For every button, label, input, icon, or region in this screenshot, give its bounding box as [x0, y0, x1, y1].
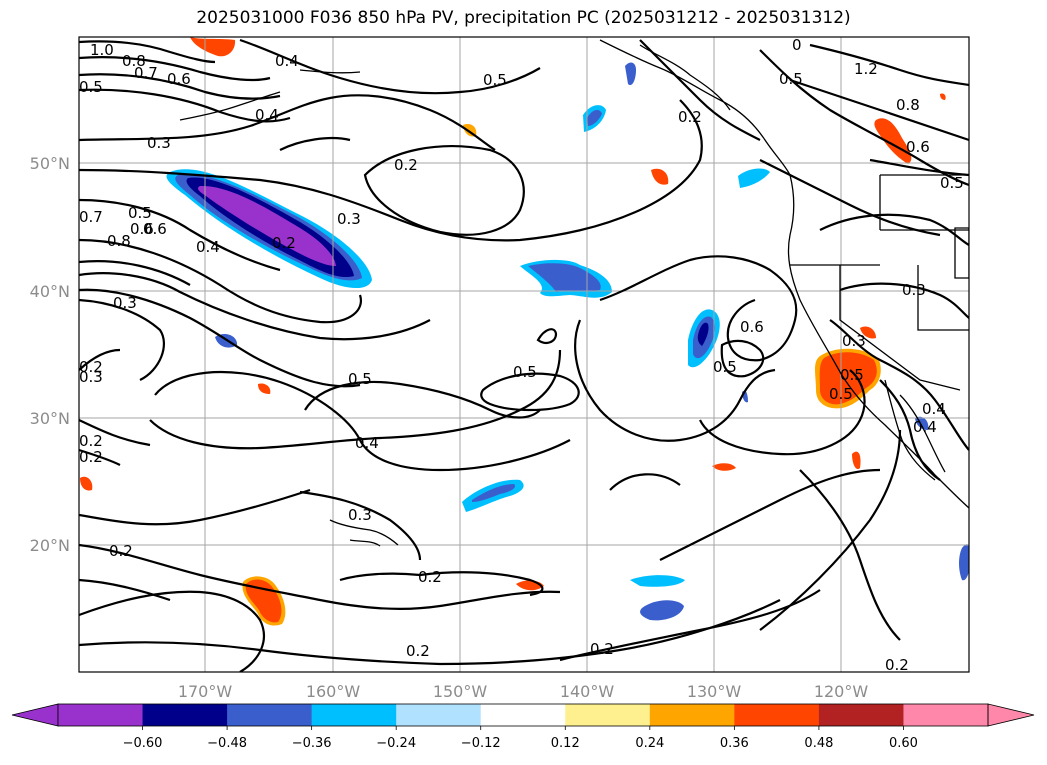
contour-label: 0.2 [79, 432, 103, 450]
colorbar-tick-label: 0.60 [889, 736, 918, 751]
contour-label: 0.6 [167, 70, 191, 88]
colorbar-tick-label: −0.60 [123, 736, 163, 751]
colorbar-tick-label: −0.12 [461, 736, 501, 751]
contour-label: 0.5 [79, 78, 103, 96]
contour-label: 0.5 [128, 204, 152, 222]
colorbar-segment [227, 704, 313, 726]
contour-label: 1.2 [854, 60, 878, 78]
colorbar-extend-max [987, 703, 1035, 727]
map-frame [78, 36, 970, 673]
longitude-labels: 170°W 160°W 150°W 140°W 130°W 120°W [178, 682, 869, 701]
colorbar-extend-min [11, 703, 59, 727]
contour-label: 0.4 [255, 106, 279, 124]
pv-contours [79, 38, 969, 672]
contour-label: 0 [792, 36, 802, 54]
contour-label: 0.8 [107, 232, 131, 250]
lon-label: 150°W [433, 682, 488, 701]
contour-label: 0.5 [940, 174, 964, 192]
contour-label: 0.2 [272, 234, 296, 252]
contour-label: 0.3 [147, 134, 171, 152]
colorbar-tick-label: 0.24 [635, 736, 664, 751]
colorbar-segment [58, 704, 144, 726]
contour-label: 0.6 [143, 220, 167, 238]
contour-label: 0.5 [348, 370, 372, 388]
contour-label: 0.3 [902, 281, 926, 299]
lat-label: 40°N [30, 282, 70, 301]
contour-label: 0.4 [196, 238, 220, 256]
contour-label: 0.2 [79, 448, 103, 466]
lat-label: 20°N [30, 536, 70, 555]
contour-label: 0.3 [79, 368, 103, 386]
lon-label: 140°W [560, 682, 615, 701]
contour-label: 0.2 [79, 358, 103, 376]
colorbar-tick-label: 0.12 [551, 736, 580, 751]
contour-label: 0.2 [885, 656, 909, 674]
contour-label: 0.4 [913, 418, 937, 436]
contour-label: 0.3 [113, 294, 137, 312]
contour-label: 0.2 [590, 640, 614, 658]
colorbar-segment [396, 704, 482, 726]
coastlines [179, 39, 969, 547]
contour-label: 0.2 [109, 542, 133, 560]
lon-label: 120°W [814, 682, 869, 701]
colorbar-tick-label: 0.48 [804, 736, 833, 751]
contour-labels: 1.0 0.8 0.7 0.6 0.5 0.4 0.4 0.5 0.3 0.2 … [79, 36, 964, 674]
contour-label: 0.6 [740, 318, 764, 336]
colorbar-tick-label: −0.48 [207, 736, 247, 751]
map-title: 2025031000 F036 850 hPa PV, precipitatio… [196, 8, 851, 28]
contour-label: 1.0 [90, 41, 114, 59]
lon-label: 160°W [306, 682, 361, 701]
contour-label: 0.4 [355, 434, 379, 452]
colorbar-tick-label: −0.36 [292, 736, 332, 751]
contour-label: 0.3 [337, 210, 361, 228]
contour-label: 0.8 [896, 96, 920, 114]
contour-label: 0.4 [922, 400, 946, 418]
lon-label: 130°W [687, 682, 742, 701]
contour-label: 0.5 [483, 71, 507, 89]
contour-label: 0.8 [122, 52, 146, 70]
contour-label: 0.5 [713, 358, 737, 376]
contour-label: 0.3 [842, 332, 866, 350]
colorbar-segment [480, 704, 566, 726]
contour-label: 0.4 [275, 52, 299, 70]
latitude-labels: 50°N 40°N 30°N 20°N [30, 154, 70, 555]
colorbar-segment [565, 704, 651, 726]
colorbar-tick-label: 0.36 [720, 736, 749, 751]
contour-label: 0.3 [348, 506, 372, 524]
contour-label: 0.5 [840, 366, 864, 384]
colorbar-tick-label: −0.24 [376, 736, 416, 751]
colorbar-segment [734, 704, 820, 726]
lat-label: 50°N [30, 154, 70, 173]
contour-label: 0.6 [130, 220, 154, 238]
contour-label: 0.2 [406, 642, 430, 660]
colorbar-segment [311, 704, 397, 726]
colorbar-segment [818, 704, 904, 726]
contour-label: 0.5 [829, 385, 853, 403]
contour-label: 0.5 [513, 363, 537, 381]
contour-label: 0.5 [779, 70, 803, 88]
colorbar-frame [57, 703, 989, 727]
contour-label: 0.2 [418, 568, 442, 586]
lon-label: 170°W [178, 682, 233, 701]
colorbar-segment [903, 704, 989, 726]
colorbar: −0.60 −0.48 −0.36 −0.24 −0.12 0.12 0.24 0.36 0.4… [11, 703, 1035, 751]
precipitation-shading [80, 37, 969, 626]
contour-label: 0.7 [134, 64, 158, 82]
colorbar-segment [649, 704, 735, 726]
contour-label: 0.2 [678, 108, 702, 126]
contour-label: 0.7 [79, 208, 103, 226]
contour-label: 0.2 [394, 156, 418, 174]
lat-label: 30°N [30, 409, 70, 428]
contour-label: 0.6 [906, 138, 930, 156]
colorbar-segment [142, 704, 228, 726]
